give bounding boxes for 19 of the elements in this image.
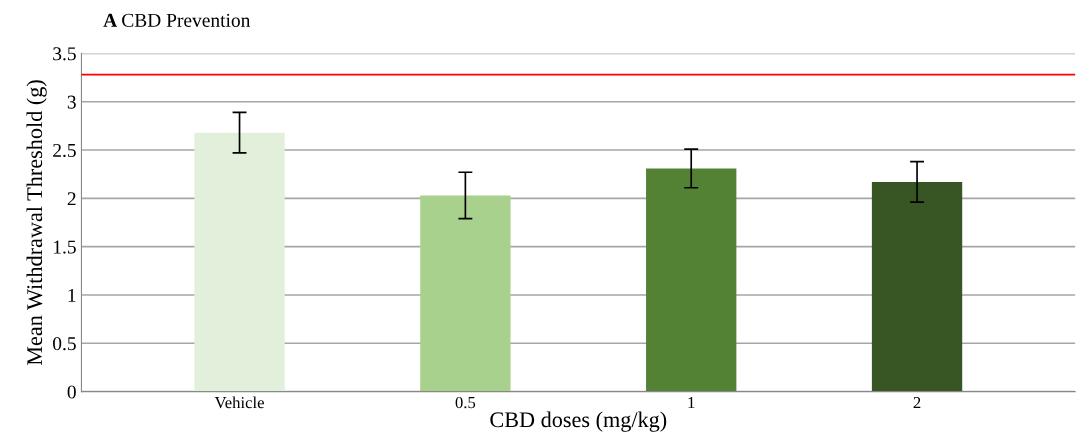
bar [194, 132, 285, 392]
x-tick-label: 2 [913, 396, 921, 409]
x-tick-label: 0.5 [455, 396, 476, 409]
y-tick-label: 2 [67, 192, 76, 206]
y-tick-label: 3.5 [53, 47, 76, 61]
y-tick-label: 2.5 [53, 143, 76, 158]
bar [420, 195, 511, 392]
y-tick-label: 1.5 [53, 240, 76, 254]
x-tick-label: 1 [688, 397, 695, 409]
y-tick-label: 0.5 [53, 337, 76, 351]
x-axis-title: CBD doses (mg/kg) [490, 411, 667, 432]
bar [646, 168, 737, 392]
y-axis-title: Mean Withdrawal Threshold (g) [26, 80, 47, 366]
y-tick-label: 3 [67, 95, 76, 109]
y-tick-label: 1 [68, 288, 76, 302]
bar [871, 181, 963, 392]
chart-title: A CBD Prevention [103, 13, 251, 27]
y-tick-label: 0 [67, 385, 76, 399]
x-tick-label: Vehicle [214, 396, 264, 409]
